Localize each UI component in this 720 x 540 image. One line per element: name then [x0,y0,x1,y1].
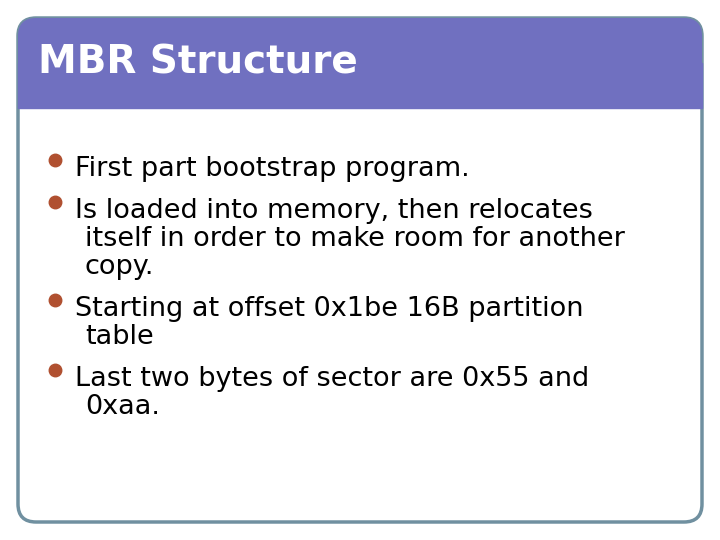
Text: 0xaa.: 0xaa. [85,394,160,420]
FancyBboxPatch shape [18,18,702,108]
Text: First part bootstrap program.: First part bootstrap program. [75,156,469,182]
Bar [18,63,702,108]
Text: Is loaded into memory, then relocates: Is loaded into memory, then relocates [75,198,593,224]
Text: Starting at offset 0x1be 16B partition: Starting at offset 0x1be 16B partition [75,296,583,322]
FancyBboxPatch shape [18,18,702,522]
Text: table: table [85,324,154,350]
Text: MBR Structure: MBR Structure [38,44,358,82]
Text: copy.: copy. [85,254,154,280]
Text: Last two bytes of sector are 0x55 and: Last two bytes of sector are 0x55 and [75,366,589,392]
Text: itself in order to make room for another: itself in order to make room for another [85,226,625,252]
